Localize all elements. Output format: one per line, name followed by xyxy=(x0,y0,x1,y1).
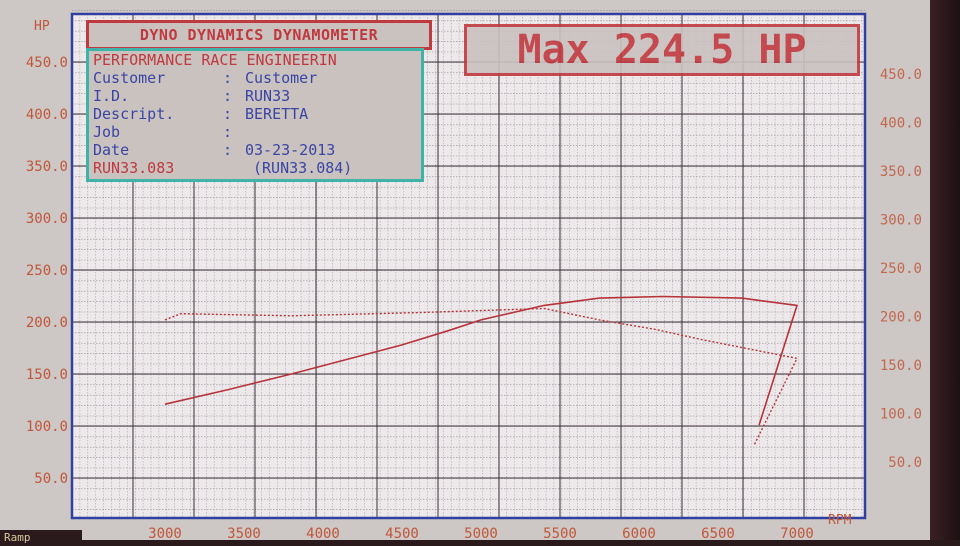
plot-border xyxy=(70,12,867,520)
y-tick-label-left: 200.0 xyxy=(26,315,68,331)
field-separator: : xyxy=(223,141,233,159)
x-tick-label: 3500 xyxy=(227,526,261,540)
x-tick-label: 5000 xyxy=(464,526,498,540)
title-box: DYNO DYNAMICS DYNAMOMETER xyxy=(86,20,432,50)
mode-label: Ramp xyxy=(0,530,82,544)
y-tick-label-right: 350.0 xyxy=(880,164,922,180)
y-tick-label-left: 450.0 xyxy=(26,55,68,71)
x-tick-label: 3000 xyxy=(148,526,182,540)
info-field-1: I.D.: RUN33 xyxy=(93,87,417,105)
x-tick-label: 6000 xyxy=(622,526,656,540)
field-label: Job xyxy=(93,123,121,141)
field-value: RUN33 xyxy=(245,87,291,105)
y-tick-label-right: 200.0 xyxy=(880,310,922,326)
shop-name: PERFORMANCE RACE ENGINEERIN xyxy=(93,51,337,69)
run-files: RUN33.083 (RUN33.084) xyxy=(93,159,417,177)
y-tick-label-right: 50.0 xyxy=(888,455,922,471)
field-separator: : xyxy=(223,123,233,141)
field-label: Descript. xyxy=(93,105,175,123)
field-value: 03-23-2013 xyxy=(245,141,336,159)
run-compare: (RUN33.084) xyxy=(253,159,353,177)
y-tick-label-right: 400.0 xyxy=(880,116,922,132)
field-value: Customer xyxy=(245,69,318,87)
power-curve xyxy=(164,295,799,426)
field-label: Date xyxy=(93,141,130,159)
info-field-3: Job: xyxy=(93,123,417,141)
y-axis-label: HP xyxy=(34,19,50,34)
y-tick-label-right: 450.0 xyxy=(880,67,922,83)
field-separator: : xyxy=(223,69,233,87)
y-tick-label-left: 350.0 xyxy=(26,159,68,175)
x-tick-label: 7000 xyxy=(780,526,814,540)
field-label: Customer xyxy=(93,69,166,87)
y-tick-label-left: 100.0 xyxy=(26,419,68,435)
info-field-4: Date:03-23-2013 xyxy=(93,141,417,159)
info-box: PERFORMANCE RACE ENGINEERIN Customer: Cus… xyxy=(86,48,424,182)
field-label: I.D. xyxy=(93,87,130,105)
x-tick-label: 6500 xyxy=(701,526,735,540)
max-power-display: Max 224.5 HP xyxy=(464,24,860,76)
info-field-0: Customer: Customer xyxy=(93,69,417,87)
y-tick-label-left: 250.0 xyxy=(26,263,68,279)
monitor-bezel xyxy=(930,0,960,540)
field-separator: : xyxy=(223,105,233,123)
x-axis-label: RPM xyxy=(828,513,852,528)
y-tick-label-right: 250.0 xyxy=(880,261,922,277)
y-tick-label-right: 150.0 xyxy=(880,358,922,374)
y-tick-label-right: 300.0 xyxy=(880,213,922,229)
field-separator: : xyxy=(223,87,233,105)
y-tick-label-left: 50.0 xyxy=(34,471,68,487)
field-value: BERETTA xyxy=(245,105,309,123)
y-tick-label-left: 150.0 xyxy=(26,367,68,383)
y-tick-label-right: 100.0 xyxy=(880,407,922,423)
y-tick-label-left: 400.0 xyxy=(26,107,68,123)
info-field-2: Descript.: BERETTA xyxy=(93,105,417,123)
x-tick-label: 4500 xyxy=(385,526,419,540)
x-tick-label: 5500 xyxy=(543,526,577,540)
comparison-curve xyxy=(164,307,799,446)
run-primary: RUN33.083 xyxy=(93,159,175,177)
y-tick-label-left: 300.0 xyxy=(26,211,68,227)
x-tick-label: 4000 xyxy=(306,526,340,540)
